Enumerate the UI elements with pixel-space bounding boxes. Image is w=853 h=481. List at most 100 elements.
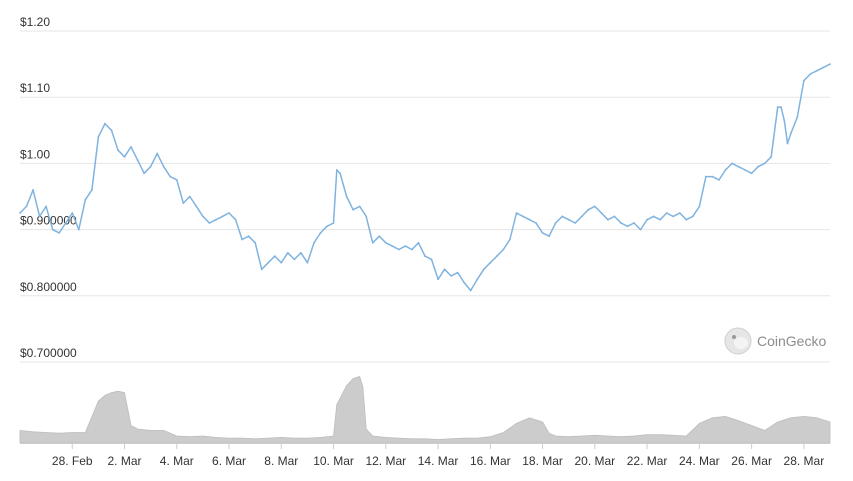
price-point — [71, 212, 74, 214]
price-point — [829, 63, 831, 65]
price-point — [84, 198, 87, 201]
y-tick-label: $1.00 — [20, 147, 50, 161]
price-point — [411, 248, 413, 251]
price-point — [391, 245, 394, 248]
price-point — [208, 222, 211, 224]
price-point — [587, 208, 590, 211]
price-point — [548, 235, 550, 238]
watermark-text: CoinGecko — [757, 333, 826, 349]
price-point — [561, 215, 564, 218]
price-point — [522, 215, 524, 218]
price-point — [757, 165, 759, 168]
price-point — [293, 258, 296, 261]
x-axis: 28. Feb 2. Mar 4. Mar 6. Mar 8. Mar 10. Mar 12… — [20, 443, 830, 468]
price-point — [319, 232, 322, 234]
price-point — [335, 169, 338, 171]
price-point — [110, 129, 113, 132]
price-series — [19, 63, 831, 292]
price-point — [326, 225, 328, 228]
price-point — [463, 281, 466, 284]
y-tick-label: $0.700000 — [20, 346, 77, 360]
price-point — [45, 205, 47, 208]
price-point — [685, 218, 688, 221]
price-point — [803, 79, 805, 82]
price-point — [469, 289, 472, 292]
price-point — [254, 241, 257, 244]
y-tick-label: $0.800000 — [20, 280, 77, 294]
price-point — [437, 278, 439, 281]
price-point — [77, 228, 80, 231]
volume-area — [19, 375, 831, 444]
price-point — [97, 136, 100, 138]
price-point — [143, 172, 146, 175]
price-point — [175, 179, 178, 181]
price-point — [371, 241, 374, 244]
price-point — [509, 238, 511, 241]
price-point — [234, 218, 237, 221]
price-point — [424, 255, 426, 257]
price-point — [404, 245, 407, 248]
price-point — [646, 218, 648, 221]
price-point — [91, 189, 93, 191]
price-point — [365, 215, 368, 218]
y-tick-label: $1.20 — [20, 15, 50, 29]
watermark: CoinGecko — [724, 327, 826, 355]
price-point — [384, 241, 387, 244]
price-point — [339, 172, 341, 175]
price-point — [535, 222, 537, 224]
price-point — [724, 169, 727, 171]
price-point — [104, 122, 106, 125]
price-point — [195, 205, 198, 208]
price-point — [156, 152, 159, 155]
price-point — [698, 205, 701, 208]
x-tick-label: 2. Mar — [108, 454, 142, 468]
y-tick-label: $1.10 — [20, 81, 50, 95]
price-point — [267, 261, 270, 264]
price-point — [300, 251, 302, 254]
price-point — [489, 261, 492, 264]
x-tick-label: 20. Mar — [574, 454, 615, 468]
price-point — [515, 212, 518, 214]
price-point — [822, 66, 825, 69]
price-point — [450, 275, 452, 277]
price-point — [763, 162, 766, 165]
price-point — [665, 212, 668, 214]
x-tick-label: 8. Mar — [264, 454, 298, 468]
price-point — [620, 222, 622, 224]
price-point — [430, 258, 433, 261]
price-point — [705, 175, 707, 178]
price-point — [358, 205, 361, 208]
price-point — [482, 268, 485, 271]
price-point — [280, 261, 283, 264]
price-point — [783, 119, 786, 122]
x-tick-label: 10. Mar — [313, 454, 354, 468]
price-point — [672, 215, 675, 218]
y-tick-label: $0.900000 — [20, 214, 77, 228]
price-point — [32, 189, 34, 191]
price-point — [554, 222, 557, 224]
x-tick-label: 22. Mar — [627, 454, 668, 468]
price-point — [130, 146, 132, 148]
price-point — [25, 205, 28, 208]
price-point — [711, 175, 714, 178]
price-point — [260, 268, 263, 271]
price-point — [780, 106, 782, 108]
x-tick-label: 18. Mar — [522, 454, 563, 468]
price-point — [202, 215, 204, 218]
price-point — [574, 222, 577, 224]
price-point — [182, 202, 185, 205]
price-point — [659, 218, 662, 221]
price-point — [607, 218, 609, 221]
price-point — [691, 215, 694, 218]
price-point — [789, 132, 792, 135]
price-point — [117, 149, 119, 152]
price-point — [678, 212, 681, 214]
price-point — [626, 225, 629, 228]
price-point — [567, 218, 570, 221]
price-point — [241, 238, 244, 241]
price-point — [750, 172, 753, 175]
price-point — [652, 215, 655, 218]
price-point — [215, 218, 217, 221]
price-point — [162, 165, 165, 168]
